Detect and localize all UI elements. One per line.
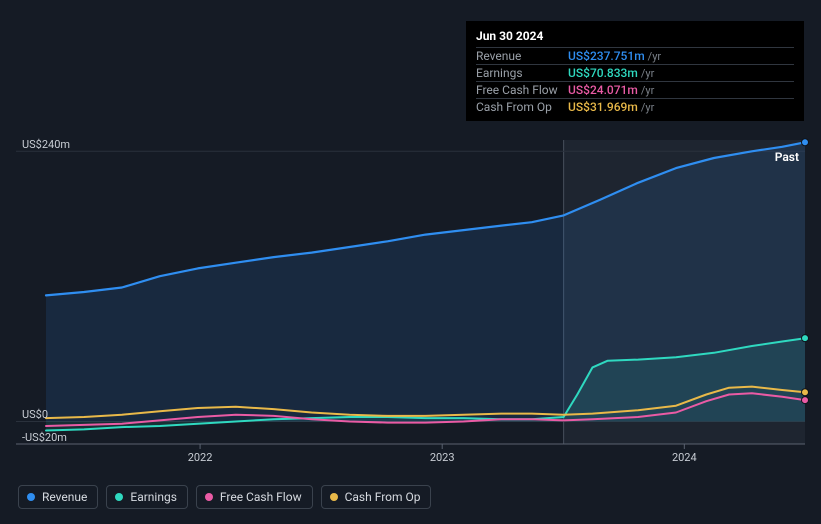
legend-label: Free Cash Flow xyxy=(220,490,302,504)
tooltip-metric-label: Revenue xyxy=(476,49,568,63)
legend-label: Earnings xyxy=(130,490,177,504)
chart-legend: Revenue Earnings Free Cash Flow Cash From O… xyxy=(18,485,431,509)
y-axis-label: US$0 xyxy=(22,408,48,421)
legend-dot-icon xyxy=(115,493,123,501)
x-axis-label: 2022 xyxy=(188,451,213,464)
tooltip-metric-unit: /yr xyxy=(648,50,661,63)
tooltip-metric-label: Cash From Op xyxy=(476,100,568,114)
legend-item-earnings[interactable]: Earnings xyxy=(106,485,188,509)
legend-label: Cash From Op xyxy=(345,490,421,504)
tooltip-metric-unit: /yr xyxy=(641,101,654,114)
legend-dot-icon xyxy=(205,493,213,501)
tooltip-metric-value: US$24.071m xyxy=(568,83,638,97)
tooltip-row: Free Cash FlowUS$24.071m/yr xyxy=(476,81,794,98)
legend-item-revenue[interactable]: Revenue xyxy=(18,485,98,509)
tooltip-metric-label: Earnings xyxy=(476,66,568,80)
past-label: Past xyxy=(775,150,799,164)
tooltip-metric-value: US$31.969m xyxy=(568,100,638,114)
tooltip-metric-unit: /yr xyxy=(641,67,654,80)
tooltip-row: RevenueUS$237.751m/yr xyxy=(476,47,794,64)
legend-label: Revenue xyxy=(42,490,87,504)
y-axis-label: US$240m xyxy=(22,138,70,151)
y-axis-label: -US$20m xyxy=(22,431,67,444)
tooltip-metric-unit: /yr xyxy=(641,84,654,97)
tooltip-metric-value: US$237.751m xyxy=(568,49,645,63)
legend-dot-icon xyxy=(330,493,338,501)
tooltip-metric-label: Free Cash Flow xyxy=(476,83,568,97)
tooltip-metric-value: US$70.833m xyxy=(568,66,638,80)
tooltip-row: Cash From OpUS$31.969m/yr xyxy=(476,98,794,115)
x-axis-label: 2024 xyxy=(672,451,697,464)
legend-item-fcf[interactable]: Free Cash Flow xyxy=(196,485,313,509)
legend-dot-icon xyxy=(27,493,35,501)
legend-item-cash_from_op[interactable]: Cash From Op xyxy=(321,485,432,509)
x-axis-label: 2023 xyxy=(430,451,455,464)
tooltip-row: EarningsUS$70.833m/yr xyxy=(476,64,794,81)
chart-tooltip: Jun 30 2024 RevenueUS$237.751m/yrEarning… xyxy=(466,21,804,121)
tooltip-date: Jun 30 2024 xyxy=(476,27,794,47)
